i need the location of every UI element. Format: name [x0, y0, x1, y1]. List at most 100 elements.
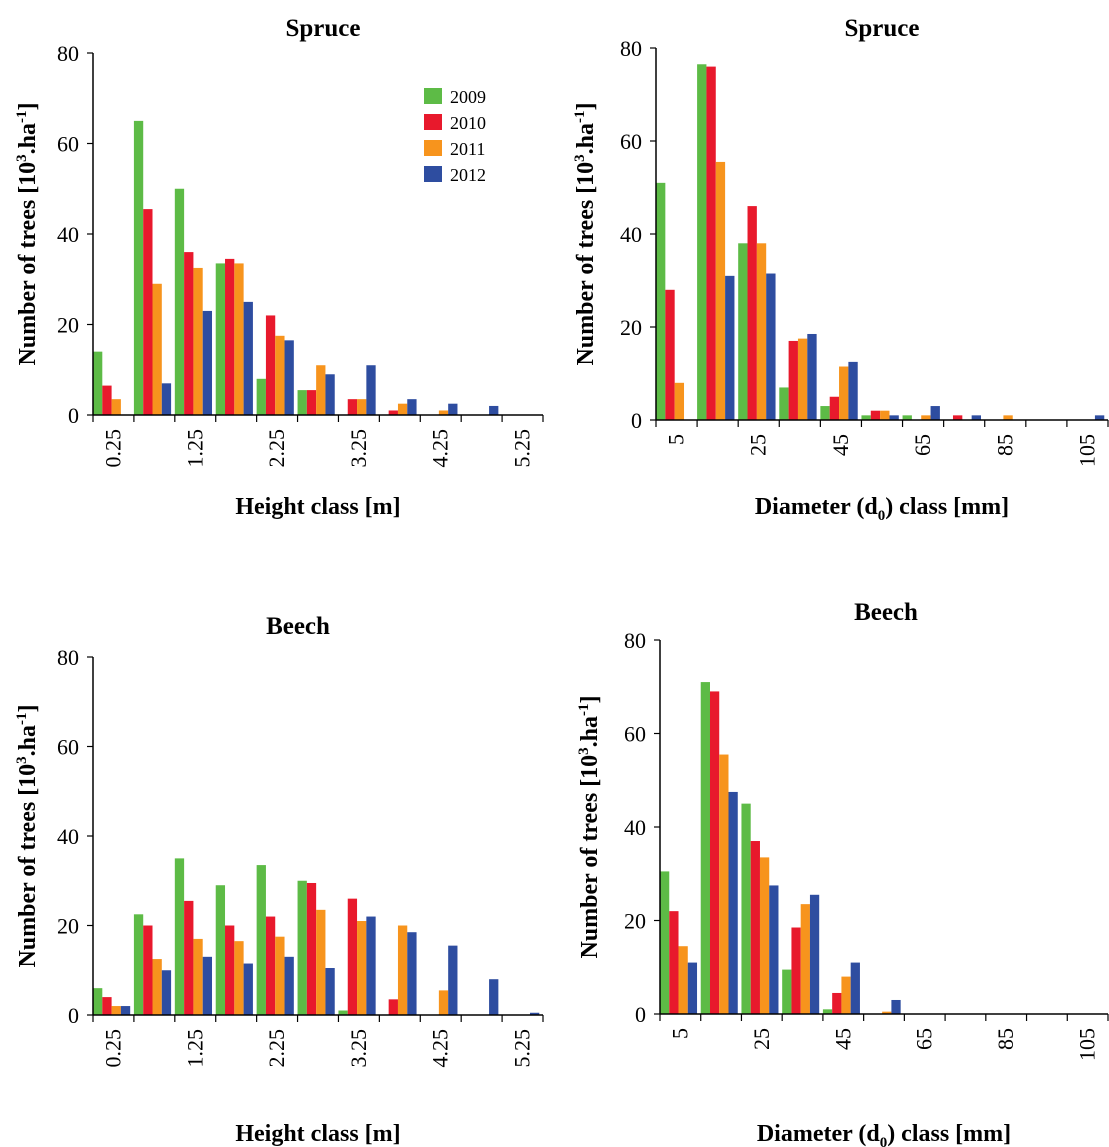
bar-2009-25: [741, 803, 751, 1015]
bar-2010-1.75: [225, 258, 235, 415]
x-tick-label: 45: [830, 1028, 855, 1050]
bar-2011-3.75: [397, 403, 408, 415]
bar-2011-0.25: [111, 1006, 121, 1015]
bar-2012-0.25: [120, 1006, 131, 1015]
y-tick-label: 20: [624, 909, 646, 934]
bar-2011-2.75: [316, 365, 326, 415]
x-tick-label: 0.25: [100, 1029, 125, 1068]
bar-2012-75: [971, 415, 981, 420]
bar-2011-0.25: [111, 399, 121, 415]
y-tick-label: 80: [57, 645, 79, 670]
x-tick-label: 5.25: [510, 429, 535, 468]
x-axis-label: Diameter (d0) class [mm]: [755, 494, 1009, 524]
bar-2011-3.25: [357, 399, 367, 415]
bar-2012-2.75: [325, 374, 335, 415]
y-tick-label: 20: [57, 914, 79, 939]
bar-2009-55: [861, 415, 871, 420]
y-tick-label: 40: [57, 824, 79, 849]
bar-2011-2.25: [275, 936, 285, 1015]
bar-2009-1.25: [174, 188, 185, 415]
bar-2011-65: [921, 415, 931, 420]
bar-2011-15: [715, 161, 726, 420]
bar-2012-1.25: [202, 956, 213, 1015]
bar-2011-3.25: [357, 921, 367, 1015]
bar-2009-5: [656, 182, 666, 420]
bar-2012-35: [807, 333, 817, 420]
bar-2012-3.25: [366, 916, 376, 1015]
bar-2012-4.25: [448, 945, 458, 1015]
bar-2011-2.25: [275, 335, 285, 415]
bar-2010-1.75: [225, 925, 235, 1015]
bar-2010-0.25: [102, 997, 112, 1015]
bar-2012-55: [891, 999, 901, 1014]
y-tick-label: 60: [624, 722, 646, 747]
bar-2011-1.25: [193, 267, 203, 415]
y-tick-label: 80: [624, 628, 646, 653]
legend-swatch-2009: [424, 88, 442, 104]
legend-label-2009: 2009: [450, 87, 486, 107]
y-tick-label: 60: [57, 735, 79, 760]
bar-2012-15: [725, 275, 735, 420]
bar-2011-15: [719, 754, 729, 1014]
y-tick-label: 0: [631, 408, 642, 433]
legend-swatch-2010: [424, 114, 442, 130]
bar-2010-45: [832, 992, 842, 1014]
bar-2010-35: [791, 927, 801, 1014]
bar-2012-5.25: [529, 1012, 540, 1015]
bar-2012-1.25: [202, 310, 213, 415]
bar-2009-5: [660, 871, 670, 1014]
y-tick-label: 80: [620, 36, 642, 61]
bar-2010-15: [709, 691, 720, 1014]
bar-2011-5: [674, 382, 685, 420]
bar-2009-1.25: [174, 858, 185, 1016]
bar-2009-25: [738, 243, 748, 420]
x-tick-label: 1.25: [182, 1029, 207, 1068]
bar-2009-2.75: [297, 880, 307, 1015]
bar-2010-45: [829, 396, 840, 420]
bar-2012-4.75: [489, 405, 499, 415]
chart-panel-1: Spruce 0 20 40 60 80 0.25 1.25 2.25 3.25 4.25 5.25 H…: [14, 15, 544, 520]
x-tick-label: 85: [993, 1028, 1018, 1050]
bar-2012-65: [930, 406, 940, 420]
bar-2009-2.25: [256, 865, 266, 1015]
x-tick-label: 85: [992, 434, 1017, 456]
bar-2011-1.75: [234, 263, 244, 415]
chart-title: Spruce: [286, 15, 361, 42]
bar-2011-25: [756, 243, 767, 420]
bar-2011-0.75: [152, 283, 162, 415]
x-tick-label: 105: [1075, 1028, 1100, 1061]
bar-2012-0.75: [161, 383, 172, 415]
x-axis-label: Diameter (d0) class [mm]: [757, 1121, 1011, 1147]
bar-2012-2.25: [284, 340, 294, 415]
chart-title: Beech: [266, 613, 330, 640]
bar-2010-3.25: [347, 399, 358, 415]
x-tick-label: 0.25: [100, 429, 125, 468]
bar-2011-35: [800, 904, 810, 1014]
x-tick-label: 2.25: [264, 1029, 289, 1068]
bar-2009-3.25: [338, 1010, 348, 1015]
bar-2012-35: [809, 894, 820, 1014]
x-tick-label: 5: [664, 434, 689, 445]
bar-2010-5: [669, 911, 679, 1014]
bar-2010-25: [750, 841, 760, 1014]
x-tick-label: 25: [746, 434, 771, 456]
x-tick-label: 5.25: [510, 1029, 535, 1068]
bar-2009-0.75: [133, 914, 144, 1015]
x-tick-label: 25: [749, 1028, 774, 1050]
bar-2012-25: [766, 273, 776, 420]
bar-2010-25: [747, 206, 757, 420]
bar-2009-35: [779, 387, 789, 420]
bar-2011-55: [882, 1011, 892, 1014]
bar-2010-0.75: [143, 925, 153, 1015]
bar-2011-5: [678, 946, 688, 1014]
chart-panel-3: Beech 0 20 40 60 80 0.25 1.25 2.25 3.25 4.25 5.25 He…: [14, 613, 544, 1147]
y-tick-label: 40: [624, 815, 646, 840]
y-tick-label: 60: [620, 129, 642, 154]
bar-2009-0.25: [93, 351, 103, 415]
bar-2011-45: [839, 366, 849, 420]
y-tick-label: 0: [68, 1003, 79, 1028]
bar-2010-2.75: [306, 882, 317, 1015]
legend: 2009 2010 2011 2012: [424, 87, 486, 185]
x-axis-label: Height class [m]: [235, 1121, 400, 1147]
y-axis-label: Number of trees [103.ha-1]: [572, 102, 599, 365]
